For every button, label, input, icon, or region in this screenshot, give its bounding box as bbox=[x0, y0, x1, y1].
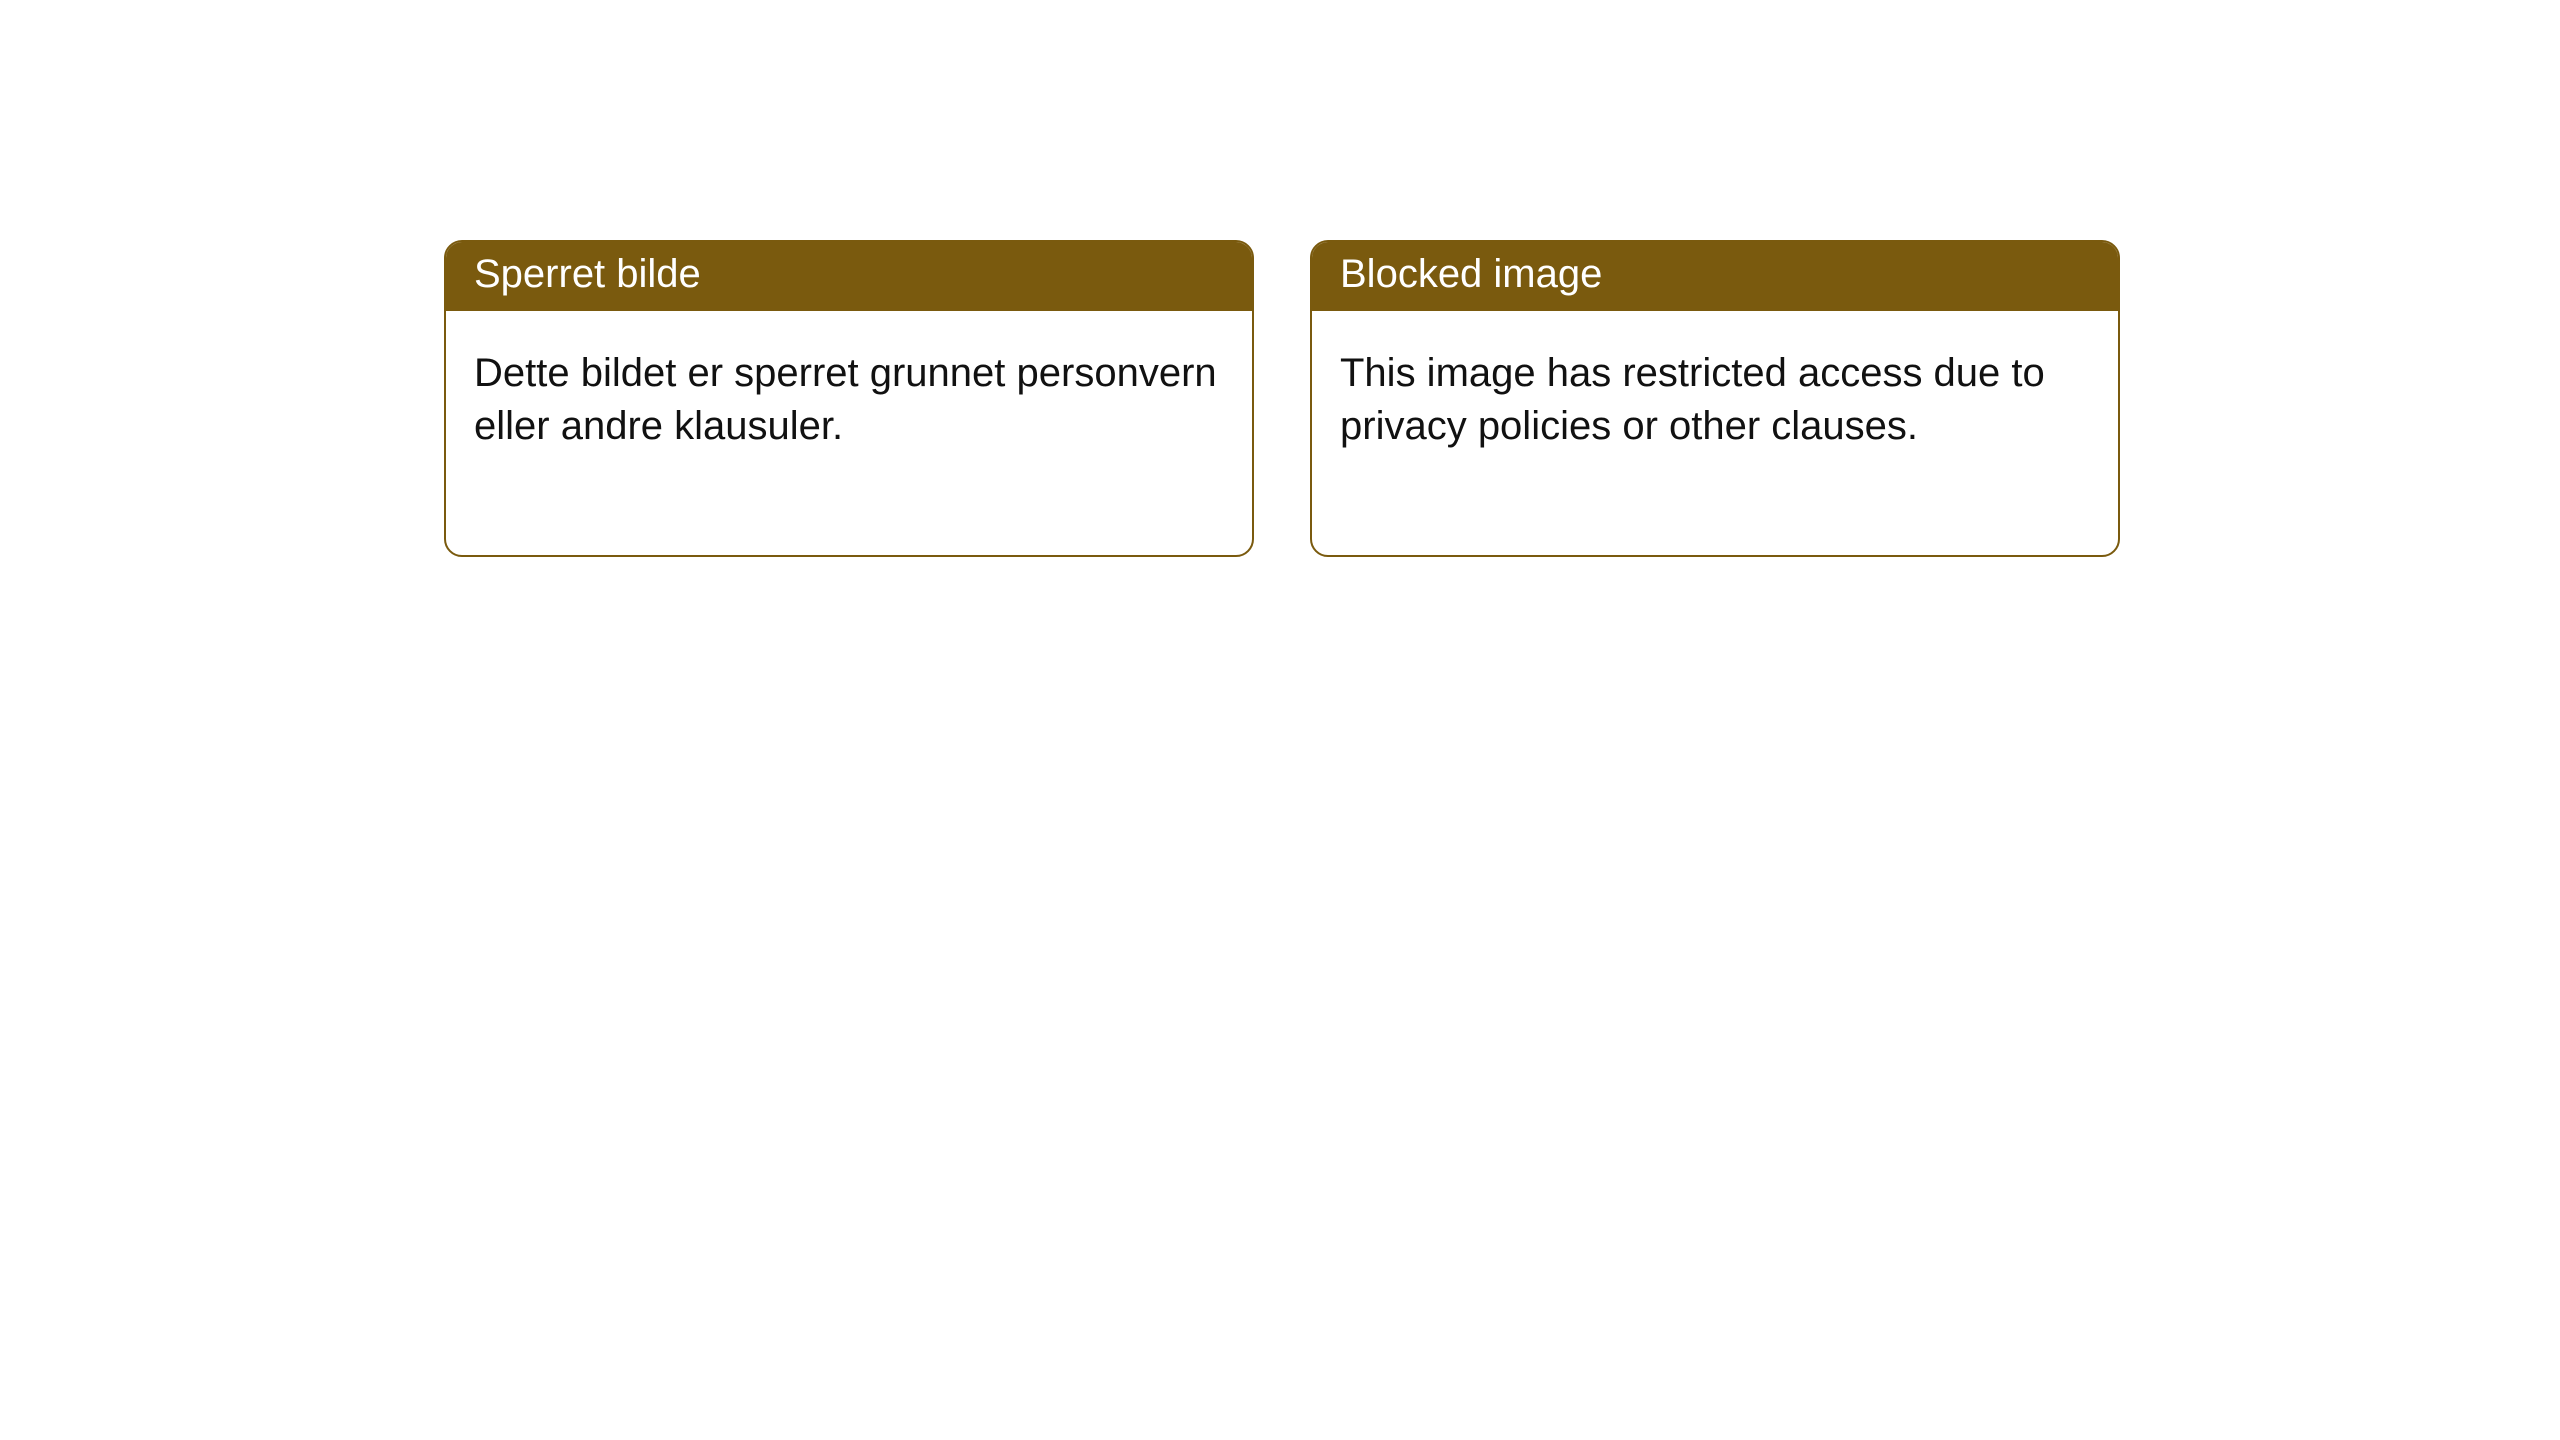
notice-card-no: Sperret bilde Dette bildet er sperret gr… bbox=[444, 240, 1254, 557]
notice-card-en: Blocked image This image has restricted … bbox=[1310, 240, 2120, 557]
notice-container: Sperret bilde Dette bildet er sperret gr… bbox=[0, 0, 2560, 557]
notice-header-en: Blocked image bbox=[1312, 242, 2118, 311]
notice-header-no: Sperret bilde bbox=[446, 242, 1252, 311]
notice-body-no: Dette bildet er sperret grunnet personve… bbox=[446, 311, 1252, 555]
notice-body-en: This image has restricted access due to … bbox=[1312, 311, 2118, 555]
